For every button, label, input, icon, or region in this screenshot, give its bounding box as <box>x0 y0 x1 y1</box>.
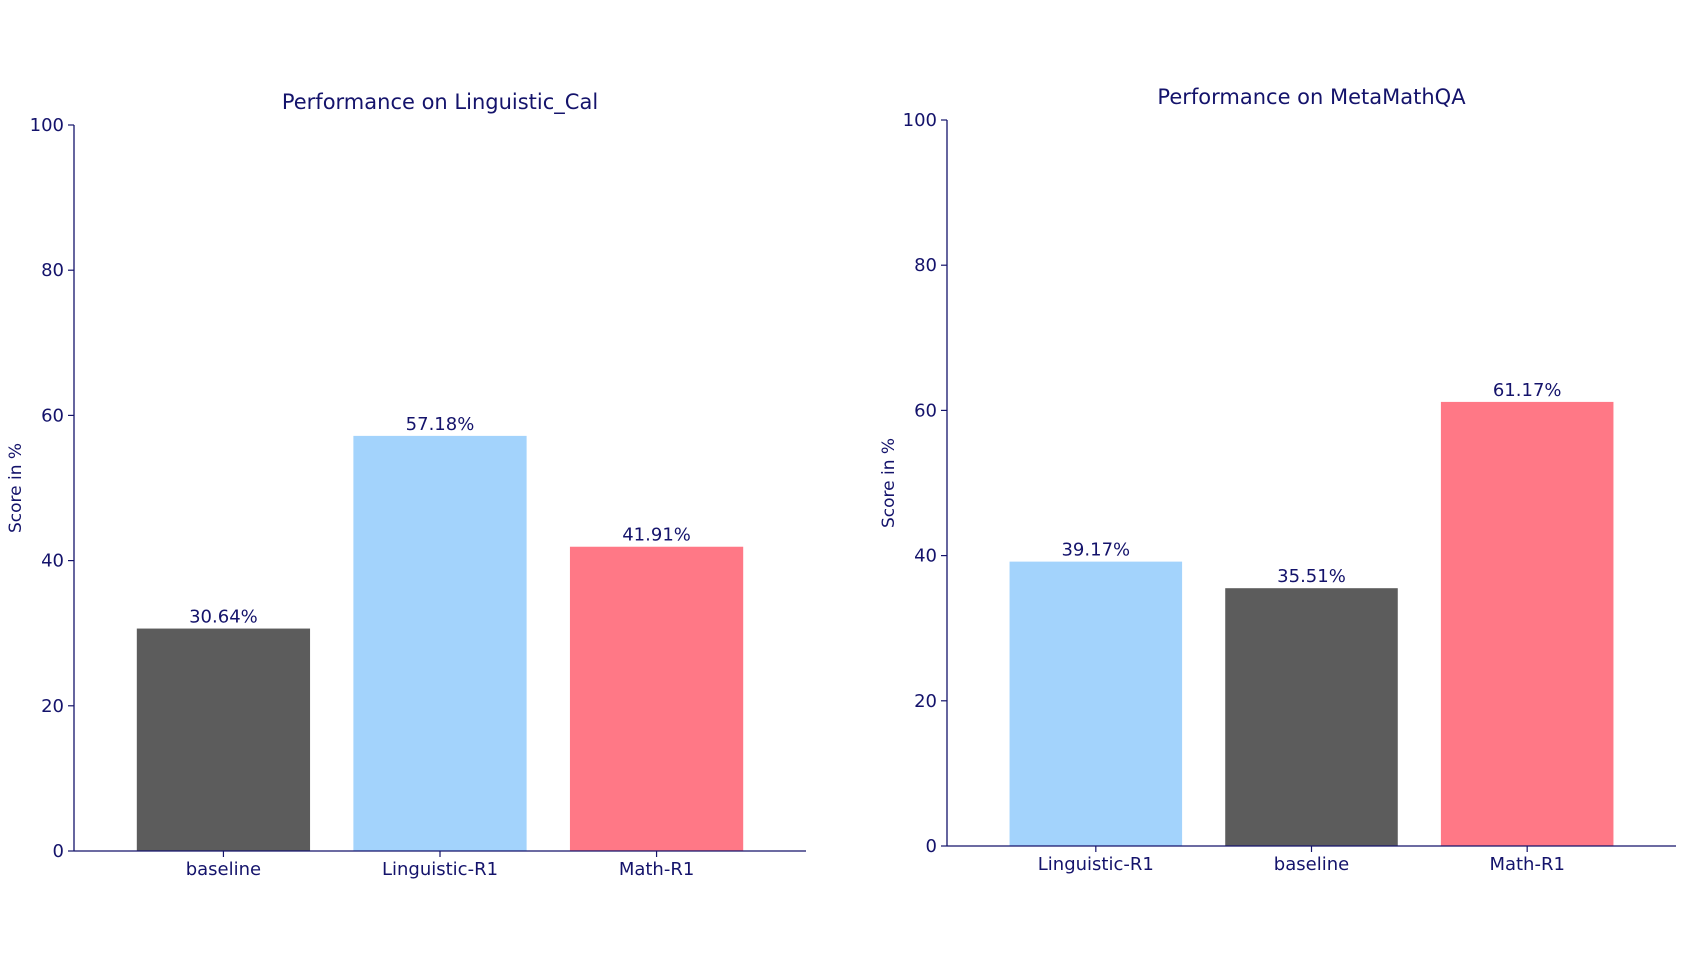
bar-value-label: 41.91% <box>622 525 691 546</box>
chart-title: Performance on Linguistic_Cal <box>282 90 598 115</box>
y-axis-label: Score in % <box>6 443 26 533</box>
chart-metamathqa: Performance on MetaMathQA Score in % 39.… <box>879 85 1676 875</box>
x-tick-label: Math-R1 <box>1489 854 1564 875</box>
x-tick-label: baseline <box>186 859 261 880</box>
bar-math-r1 <box>1440 401 1614 846</box>
y-axis-label: Score in % <box>879 438 899 528</box>
y-tick-label: 100 <box>30 115 64 136</box>
bar-value-label: 30.64% <box>189 607 258 628</box>
bar-linguistic-r1 <box>1009 561 1183 846</box>
y-tick-label: 100 <box>903 110 937 131</box>
bar-value-label: 39.17% <box>1061 540 1130 561</box>
bar-value-label: 35.51% <box>1277 566 1346 587</box>
y-tick-label: 0 <box>926 836 937 857</box>
y-tick-label: 60 <box>914 400 937 421</box>
x-tick-label: Math-R1 <box>619 859 694 880</box>
y-tick-label: 60 <box>41 405 64 426</box>
chart-linguistic-cal: Performance on Linguistic_Cal Score in %… <box>6 90 806 880</box>
bar-baseline <box>136 628 311 851</box>
y-tick-label: 20 <box>914 691 937 712</box>
x-tick-label: Linguistic-R1 <box>382 859 498 880</box>
bar-value-label: 57.18% <box>406 414 475 435</box>
y-tick-label: 40 <box>41 551 64 572</box>
y-tick-label: 80 <box>914 255 937 276</box>
chart-title: Performance on MetaMathQA <box>1157 85 1466 109</box>
y-tick-label: 80 <box>41 260 64 281</box>
x-tick-label: Linguistic-R1 <box>1038 854 1154 875</box>
bar-value-label: 61.17% <box>1493 380 1562 401</box>
bar-math-r1 <box>569 546 744 851</box>
y-tick-label: 20 <box>41 696 64 717</box>
bar-linguistic-r1 <box>353 435 527 851</box>
y-tick-label: 0 <box>53 841 64 862</box>
bar-baseline <box>1225 588 1398 846</box>
x-tick-label: baseline <box>1274 854 1349 875</box>
y-tick-label: 40 <box>914 546 937 567</box>
